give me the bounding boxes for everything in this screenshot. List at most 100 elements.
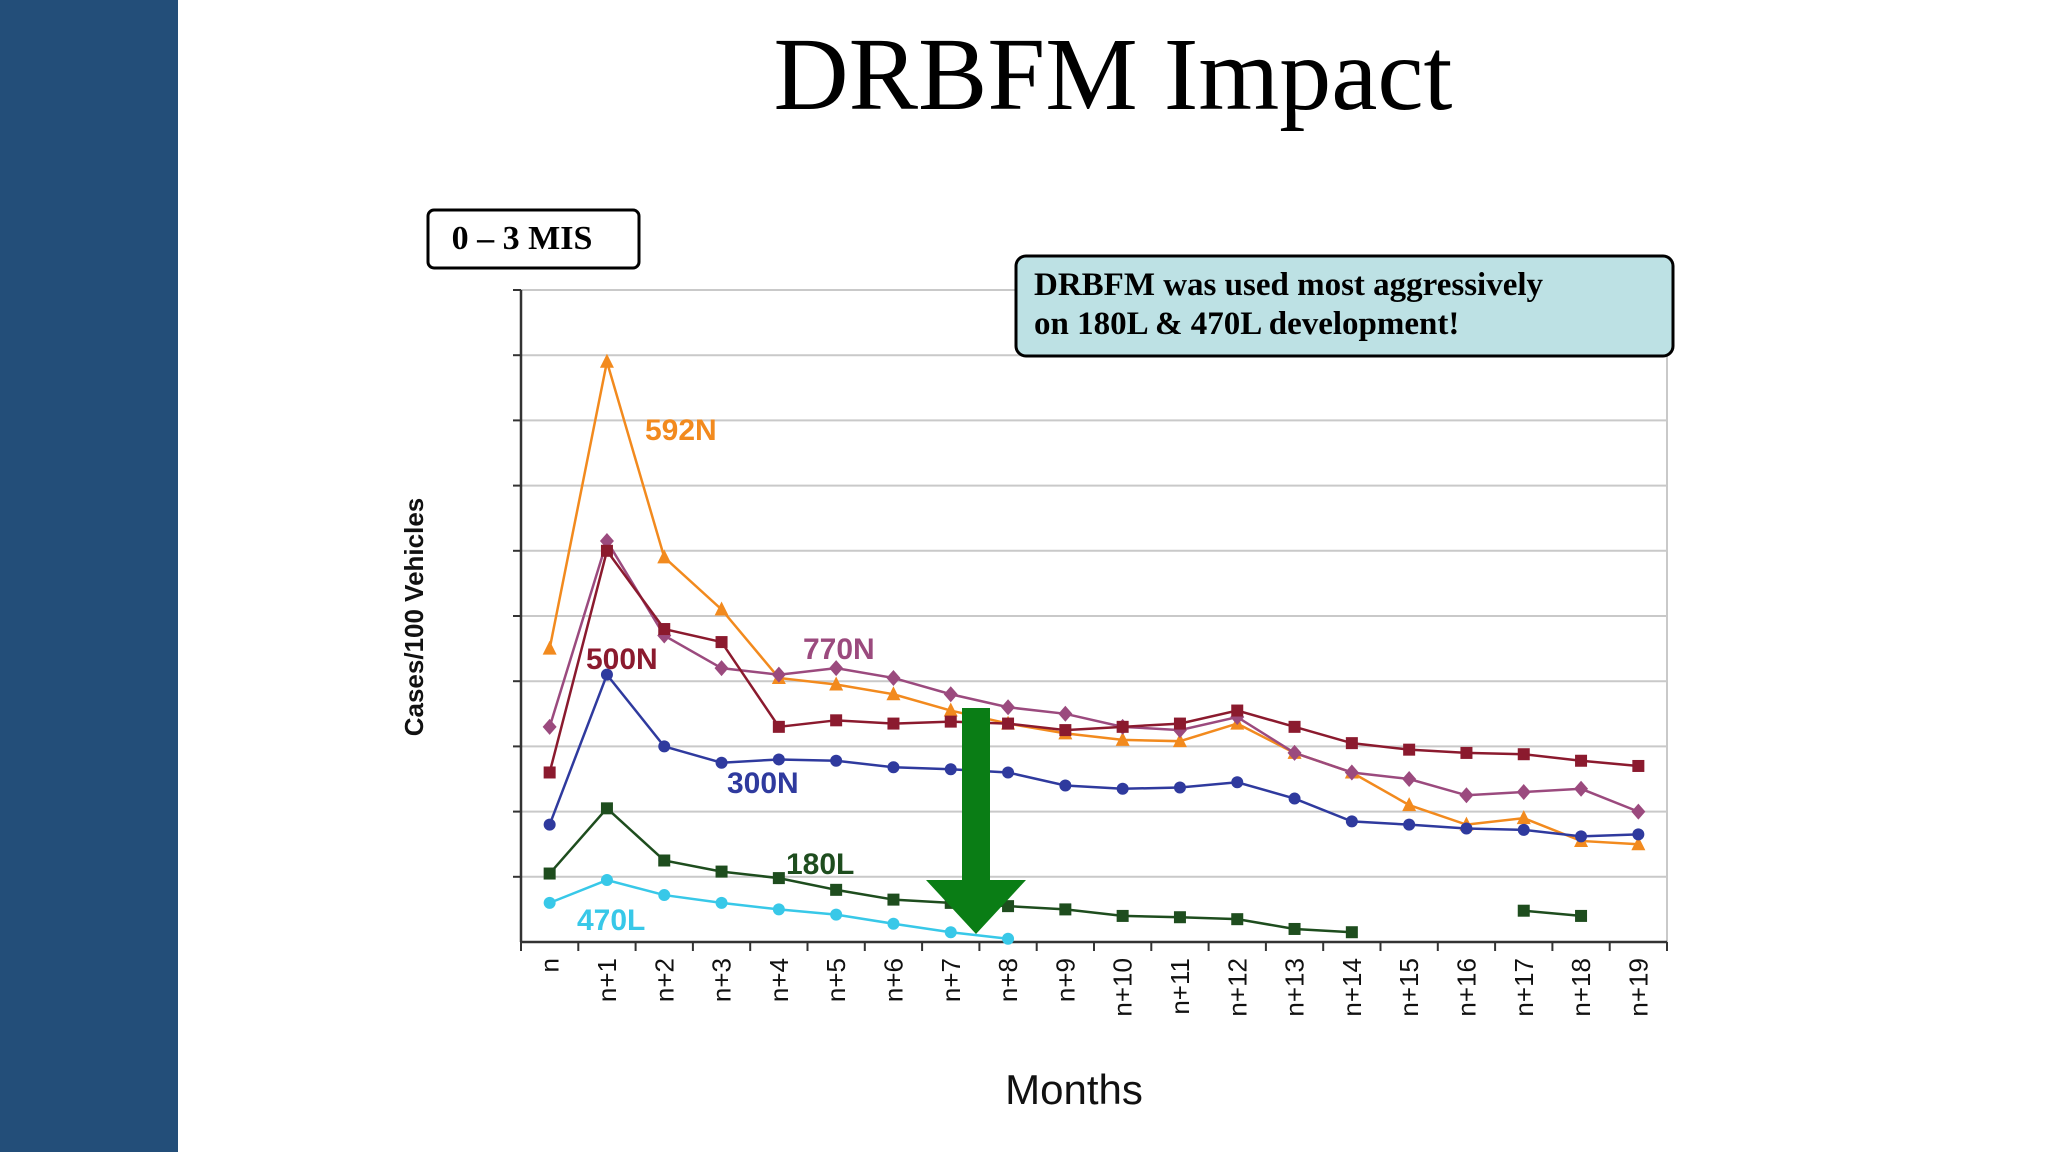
data-point [1631,836,1646,851]
data-point [944,763,957,776]
data-point [1517,748,1530,761]
data-point [1575,830,1588,843]
data-point [1173,911,1186,924]
x-tick-label: n+15 [1394,958,1424,1017]
data-point [1344,764,1359,781]
callout-box: DRBFM was used most aggressively on 180L… [1014,254,1675,358]
data-point [1631,803,1646,820]
data-point [715,636,728,649]
data-point [1345,926,1358,939]
data-point [830,714,843,727]
data-point [944,715,957,728]
x-tick-label: n+12 [1222,958,1252,1017]
data-point [887,893,900,906]
data-point [1059,724,1072,737]
mis-badge-text: 0 – 3 MIS [452,220,593,257]
series-label-770N: 770N [803,633,875,666]
y-axis-label: Cases/100 Vehicles [399,498,429,737]
data-point [887,917,900,930]
data-point [1002,766,1015,779]
data-point [1002,900,1015,913]
data-point [943,702,958,717]
data-point [600,544,613,557]
data-point [772,903,785,916]
x-tick-label: n+7 [936,958,966,1002]
data-point [1516,784,1531,801]
data-point [887,761,900,774]
mis-badge: 0 – 3 MIS [426,208,641,270]
callout-line-2: on 180L & 470L development! [1034,306,1459,342]
data-point [1173,781,1186,794]
series-label-180L: 180L [786,848,854,881]
data-point [1059,903,1072,916]
x-tick-label: n+4 [764,958,794,1002]
grid-lines [521,289,1668,942]
data-point [714,601,729,616]
data-point [715,756,728,769]
data-point [1403,743,1416,756]
data-point [543,867,556,880]
x-tick-label: n+3 [707,958,737,1002]
data-point [1459,787,1474,804]
data-point [1574,780,1589,797]
data-point [886,686,901,701]
data-point [658,854,671,867]
data-point [1460,822,1473,835]
x-tick-label: n+2 [649,958,679,1002]
data-point [599,353,614,368]
x-tick-label: n+11 [1165,958,1195,1015]
series-label-592N: 592N [645,414,717,447]
series-line-300N [548,672,1639,838]
data-point [1517,904,1530,917]
x-tick-label: n+9 [1050,958,1080,1002]
x-tick-label: n [535,958,565,972]
down-arrow-annotation [926,708,1026,934]
data-point [715,896,728,909]
data-point [1345,815,1358,828]
data-point [1632,759,1645,772]
data-point [1345,737,1358,750]
series-label-300N: 300N [727,767,799,800]
x-tick-label: n+14 [1337,958,1367,1017]
data-point [543,818,556,831]
data-point [1403,818,1416,831]
axes [513,289,1668,951]
data-point [542,640,557,655]
x-tick-label: n+1 [592,958,622,1002]
data-point [715,865,728,878]
data-point [658,740,671,753]
data-point [1231,776,1244,789]
data-point [829,660,844,677]
side-accent-bar [0,0,178,1152]
data-point [1288,720,1301,733]
series-line-180L [1523,909,1582,918]
data-point [1517,823,1530,836]
data-point [1001,699,1016,716]
data-point [542,718,557,735]
data-point [1172,733,1187,748]
series-line-500N [548,547,1639,773]
data-point [772,720,785,733]
x-tick-label: n+19 [1623,958,1653,1017]
data-point [1231,913,1244,926]
data-point [1632,828,1645,841]
data-point [1116,909,1129,922]
series-label-470L: 470L [577,904,645,937]
data-point [829,676,844,691]
data-point [657,549,672,564]
data-point [1575,909,1588,922]
data-point [1115,731,1130,746]
data-point [887,717,900,730]
series-lines [542,353,1646,945]
data-point [1231,704,1244,717]
x-tick-label: n+8 [993,958,1023,1002]
series-labels: 592N 770N 500N 300N 180L 470L [577,414,875,937]
x-tick-label: n+18 [1566,958,1596,1017]
data-point [830,908,843,921]
data-point [830,754,843,767]
callout-line-1: DRBFM was used most aggressively [1034,267,1544,303]
series-line-770N [548,537,1639,813]
data-point [658,889,671,902]
data-point [1002,932,1015,945]
